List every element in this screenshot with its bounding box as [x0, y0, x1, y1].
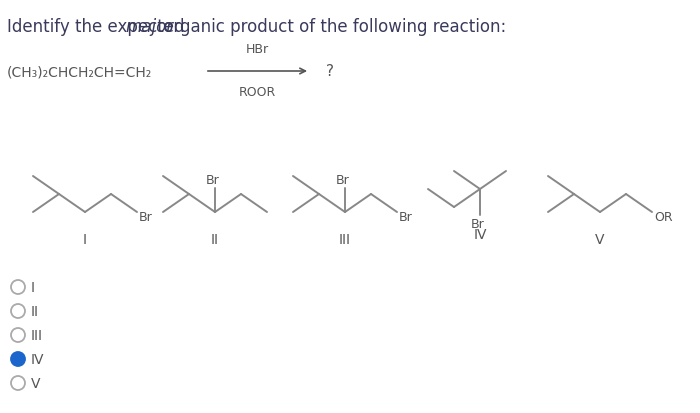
Text: II: II	[31, 304, 39, 318]
Text: Identify the expected: Identify the expected	[7, 18, 190, 36]
Text: major: major	[125, 18, 173, 36]
Text: ?: ?	[326, 64, 334, 79]
Text: Br: Br	[139, 211, 153, 223]
Text: organic product of the following reaction:: organic product of the following reactio…	[158, 18, 506, 36]
Text: I: I	[83, 233, 87, 247]
Text: IV: IV	[31, 352, 45, 366]
Text: Br: Br	[471, 218, 485, 230]
Text: ROOR: ROOR	[239, 86, 276, 99]
Text: (CH₃)₂CHCH₂CH=CH₂: (CH₃)₂CHCH₂CH=CH₂	[7, 65, 153, 79]
Text: III: III	[339, 233, 351, 247]
Text: I: I	[31, 280, 35, 294]
Circle shape	[11, 328, 25, 342]
Circle shape	[11, 352, 25, 366]
Text: IV: IV	[473, 228, 486, 242]
Text: Br: Br	[206, 173, 220, 187]
Text: V: V	[31, 376, 41, 390]
Circle shape	[11, 376, 25, 390]
Text: II: II	[211, 233, 219, 247]
Text: V: V	[595, 233, 605, 247]
Circle shape	[11, 304, 25, 318]
Text: III: III	[31, 328, 43, 342]
Circle shape	[11, 280, 25, 294]
Text: HBr: HBr	[246, 43, 269, 56]
Text: OR: OR	[654, 211, 673, 223]
Text: Br: Br	[336, 173, 350, 187]
Text: Br: Br	[399, 211, 413, 223]
